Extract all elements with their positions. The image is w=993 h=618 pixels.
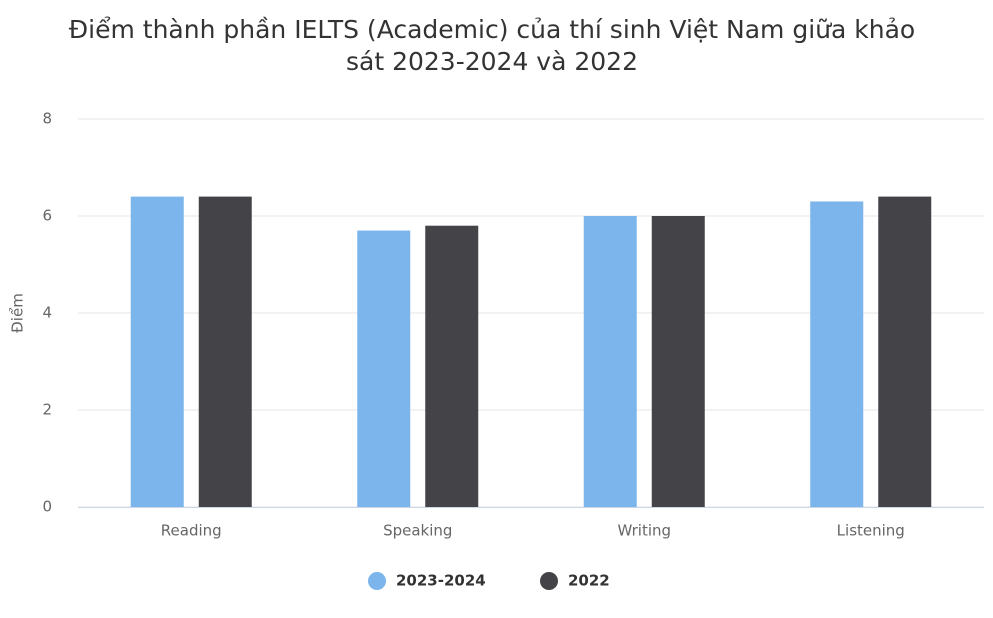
bar	[425, 225, 479, 507]
bar	[810, 201, 864, 507]
x-tick-label: Reading	[161, 522, 222, 540]
y-tick-label: 0	[42, 498, 52, 516]
legend-marker	[540, 572, 558, 590]
bar	[583, 216, 637, 507]
bar	[357, 230, 411, 508]
bar	[651, 216, 705, 507]
x-tick-label: Writing	[617, 522, 671, 540]
legend-label: 2022	[568, 572, 610, 590]
x-tick-label: Speaking	[383, 522, 452, 540]
legend-label: 2023-2024	[396, 572, 486, 590]
bar	[878, 196, 932, 507]
bar	[130, 196, 184, 507]
y-axis-title: Điểm	[9, 293, 27, 333]
y-tick-label: 6	[42, 207, 52, 225]
legend-marker	[368, 572, 386, 590]
y-tick-label: 4	[42, 304, 52, 322]
x-tick-label: Listening	[837, 522, 905, 540]
bar	[198, 196, 252, 507]
y-tick-label: 8	[42, 110, 52, 128]
chart-title: Điểm thành phần IELTS (Academic) của thí…	[68, 15, 916, 76]
y-tick-label: 2	[42, 401, 52, 419]
